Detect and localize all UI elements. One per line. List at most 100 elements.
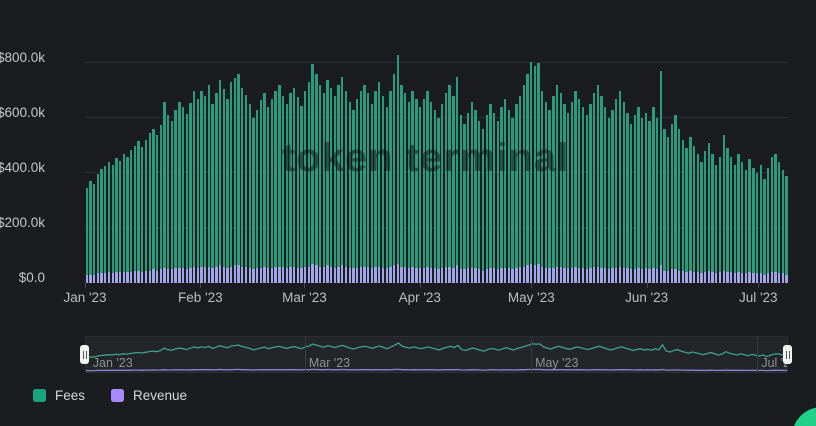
day-bar[interactable] [503, 30, 507, 283]
day-bar[interactable] [437, 30, 441, 283]
day-bar[interactable] [355, 30, 359, 283]
day-bar[interactable] [715, 30, 719, 283]
day-bar[interactable] [333, 30, 337, 283]
day-bar[interactable] [392, 30, 396, 283]
day-bar[interactable] [122, 30, 126, 283]
day-bar[interactable] [307, 30, 311, 283]
day-bar[interactable] [518, 30, 522, 283]
day-bar[interactable] [452, 30, 456, 283]
day-bar[interactable] [607, 30, 611, 283]
day-bar[interactable] [326, 30, 330, 283]
day-bar[interactable] [603, 30, 607, 283]
day-bar[interactable] [415, 30, 419, 283]
day-bar[interactable] [300, 30, 304, 283]
day-bar[interactable] [448, 30, 452, 283]
day-bar[interactable] [540, 30, 544, 283]
day-bar[interactable] [726, 30, 730, 283]
day-bar[interactable] [185, 30, 189, 283]
day-bar[interactable] [722, 30, 726, 283]
day-bar[interactable] [633, 30, 637, 283]
day-bar[interactable] [141, 30, 145, 283]
day-bar[interactable] [777, 30, 781, 283]
time-range-brush[interactable]: Jan '23 Mar '23 May '23 Jul '23 [85, 336, 788, 373]
chat-bubble-button[interactable] [792, 407, 816, 426]
day-bar[interactable] [592, 30, 596, 283]
day-bar[interactable] [352, 30, 356, 283]
day-bar[interactable] [170, 30, 174, 283]
day-bar[interactable] [359, 30, 363, 283]
day-bar[interactable] [526, 30, 530, 283]
day-bar[interactable] [692, 30, 696, 283]
day-bar[interactable] [222, 30, 226, 283]
day-bar[interactable] [655, 30, 659, 283]
day-bar[interactable] [581, 30, 585, 283]
day-bar[interactable] [478, 30, 482, 283]
day-bar[interactable] [337, 30, 341, 283]
day-bar[interactable] [763, 30, 767, 283]
day-bar[interactable] [766, 30, 770, 283]
day-bar[interactable] [370, 30, 374, 283]
day-bar[interactable] [733, 30, 737, 283]
day-bar[interactable] [248, 30, 252, 283]
day-bar[interactable] [270, 30, 274, 283]
day-bar[interactable] [385, 30, 389, 283]
day-bar[interactable] [481, 30, 485, 283]
day-bar[interactable] [711, 30, 715, 283]
day-bar[interactable] [155, 30, 159, 283]
day-bar[interactable] [552, 30, 556, 283]
day-bar[interactable] [429, 30, 433, 283]
day-bar[interactable] [629, 30, 633, 283]
day-bar[interactable] [315, 30, 319, 283]
day-bar[interactable] [348, 30, 352, 283]
day-bar[interactable] [441, 30, 445, 283]
day-bar[interactable] [178, 30, 182, 283]
day-bar[interactable] [207, 30, 211, 283]
day-bar[interactable] [89, 30, 93, 283]
day-bar[interactable] [115, 30, 119, 283]
day-bar[interactable] [578, 30, 582, 283]
day-bar[interactable] [281, 30, 285, 283]
day-bar[interactable] [492, 30, 496, 283]
day-bar[interactable] [470, 30, 474, 283]
day-bar[interactable] [96, 30, 100, 283]
day-bar[interactable] [770, 30, 774, 283]
day-bar[interactable] [485, 30, 489, 283]
day-bar[interactable] [700, 30, 704, 283]
day-bar[interactable] [104, 30, 108, 283]
day-bar[interactable] [292, 30, 296, 283]
day-bar[interactable] [85, 30, 89, 283]
day-bar[interactable] [426, 30, 430, 283]
day-bar[interactable] [748, 30, 752, 283]
day-bar[interactable] [400, 30, 404, 283]
day-bar[interactable] [374, 30, 378, 283]
day-bar[interactable] [166, 30, 170, 283]
day-bar[interactable] [652, 30, 656, 283]
day-bar[interactable] [159, 30, 163, 283]
day-bar[interactable] [781, 30, 785, 283]
day-bar[interactable] [229, 30, 233, 283]
day-bar[interactable] [774, 30, 778, 283]
day-bar[interactable] [233, 30, 237, 283]
day-bar[interactable] [196, 30, 200, 283]
day-bar[interactable] [226, 30, 230, 283]
day-bar[interactable] [344, 30, 348, 283]
day-bar[interactable] [678, 30, 682, 283]
day-bar[interactable] [311, 30, 315, 283]
legend-item-fees[interactable]: Fees [33, 388, 85, 403]
day-bar[interactable] [729, 30, 733, 283]
day-bar[interactable] [759, 30, 763, 283]
day-bar[interactable] [740, 30, 744, 283]
day-bar[interactable] [329, 30, 333, 283]
day-bar[interactable] [278, 30, 282, 283]
day-bar[interactable] [611, 30, 615, 283]
day-bar[interactable] [259, 30, 263, 283]
day-bar[interactable] [500, 30, 504, 283]
day-bar[interactable] [522, 30, 526, 283]
day-bar[interactable] [622, 30, 626, 283]
legend-item-revenue[interactable]: Revenue [111, 388, 187, 403]
day-bar[interactable] [381, 30, 385, 283]
day-bar[interactable] [618, 30, 622, 283]
fees-revenue-bar-chart[interactable]: token terminal $800.0k $600.0k $400.0k $200… [0, 30, 788, 305]
day-bar[interactable] [511, 30, 515, 283]
day-bar[interactable] [285, 30, 289, 283]
